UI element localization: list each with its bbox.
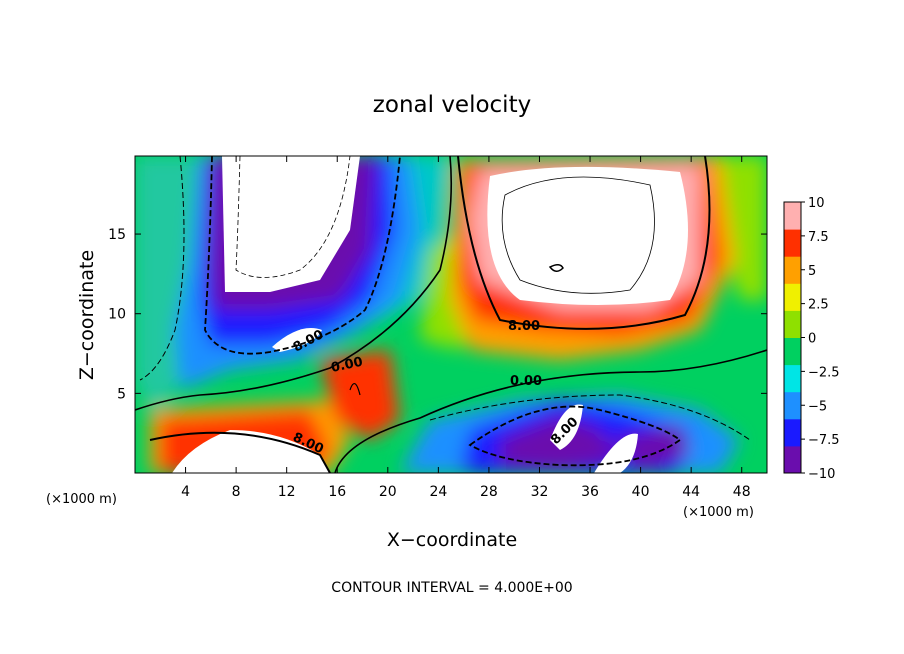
chart-title: zonal velocity [373,92,531,118]
contour-label: 8.00 [508,319,540,334]
colorbar-tick-label: 10 [808,196,825,211]
x-tick-label: 32 [531,484,549,500]
x-tick-label: 8 [232,484,241,500]
colorbar-tick-label: 5 [808,264,816,279]
colorbar-swatch [784,337,801,366]
x-tick-label: 28 [480,484,498,500]
contour-field: 8.00 0.00 0.00 8.00 8.00 8.00 [135,156,767,473]
contour-label: 0.00 [330,355,364,376]
colorbar-swatch [784,445,801,474]
x-tick-label: 16 [328,484,346,500]
y-tick-label: 15 [108,227,126,243]
x-tick-label: 44 [682,484,700,500]
x-tick-label: 48 [733,484,751,500]
x-axis-label: X−coordinate [387,529,517,551]
colorbar-tick-label: −10 [808,467,835,482]
colorbar: 10 7.5 5 2.5 0 −2.5 −5 −7.5 −10 [783,196,840,482]
colorbar-tick-label: −5 [808,399,827,414]
x-axis-ticks: 4 8 12 16 20 24 28 32 36 40 44 48 [181,156,751,500]
colorbar-tick-label: 7.5 [808,230,829,245]
x-unit-left: (×1000 m) [46,492,117,507]
colorbar-swatch [784,256,801,284]
contour-label: 0.00 [510,374,542,389]
x-tick-label: 20 [379,484,397,500]
colorbar-swatch [784,418,801,447]
x-tick-label: 12 [278,484,296,500]
x-tick-label: 4 [181,484,190,500]
colorbar-swatch [784,229,801,257]
colorbar-swatch [784,310,801,338]
colorbar-tick-label: 2.5 [808,298,829,313]
x-unit-right: (×1000 m) [683,505,754,520]
colorbar-swatch [784,202,801,230]
colorbar-swatch [784,391,801,420]
y-axis-ticks: 5 10 15 [108,227,767,402]
y-tick-label: 5 [117,386,126,402]
x-tick-label: 40 [632,484,650,500]
y-axis-label: Z−coordinate [76,250,98,380]
colorbar-tick-label: −2.5 [808,365,840,380]
x-tick-label: 24 [429,484,447,500]
colorbar-swatch [784,364,801,393]
colorbar-swatch [784,283,801,311]
contour-interval-note: CONTOUR INTERVAL = 4.000E+00 [331,580,572,596]
plot-frame [134,155,768,474]
y-tick-label: 10 [108,307,126,323]
x-tick-label: 36 [581,484,599,500]
colorbar-tick-label: −7.5 [808,433,840,448]
colorbar-tick-label: 0 [808,332,816,347]
